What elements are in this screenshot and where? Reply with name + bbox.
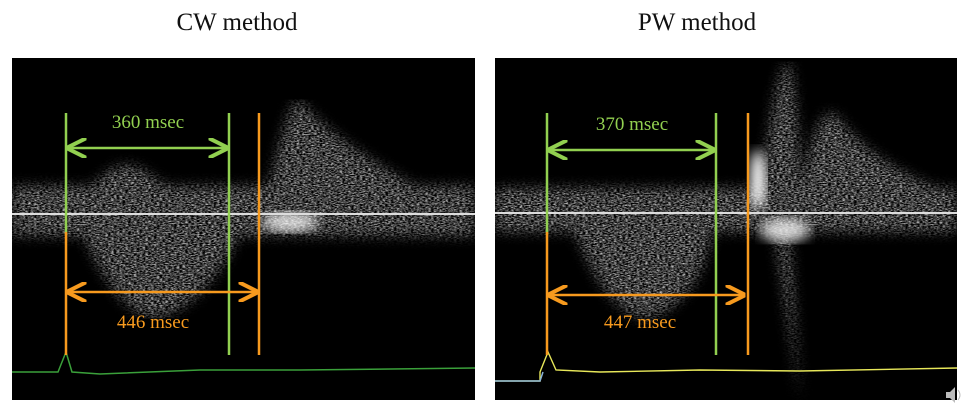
panel-title: PW method bbox=[638, 9, 757, 36]
interval-label: 447 msec bbox=[604, 312, 676, 333]
panel-title: CW method bbox=[176, 9, 298, 36]
audio-icon[interactable] bbox=[946, 387, 961, 403]
interval-label: 446 msec bbox=[117, 312, 189, 333]
doppler-panel bbox=[12, 58, 476, 400]
interval-label: 360 msec bbox=[112, 112, 184, 133]
interval-label: 370 msec bbox=[596, 114, 668, 135]
doppler-panel bbox=[495, 58, 958, 400]
